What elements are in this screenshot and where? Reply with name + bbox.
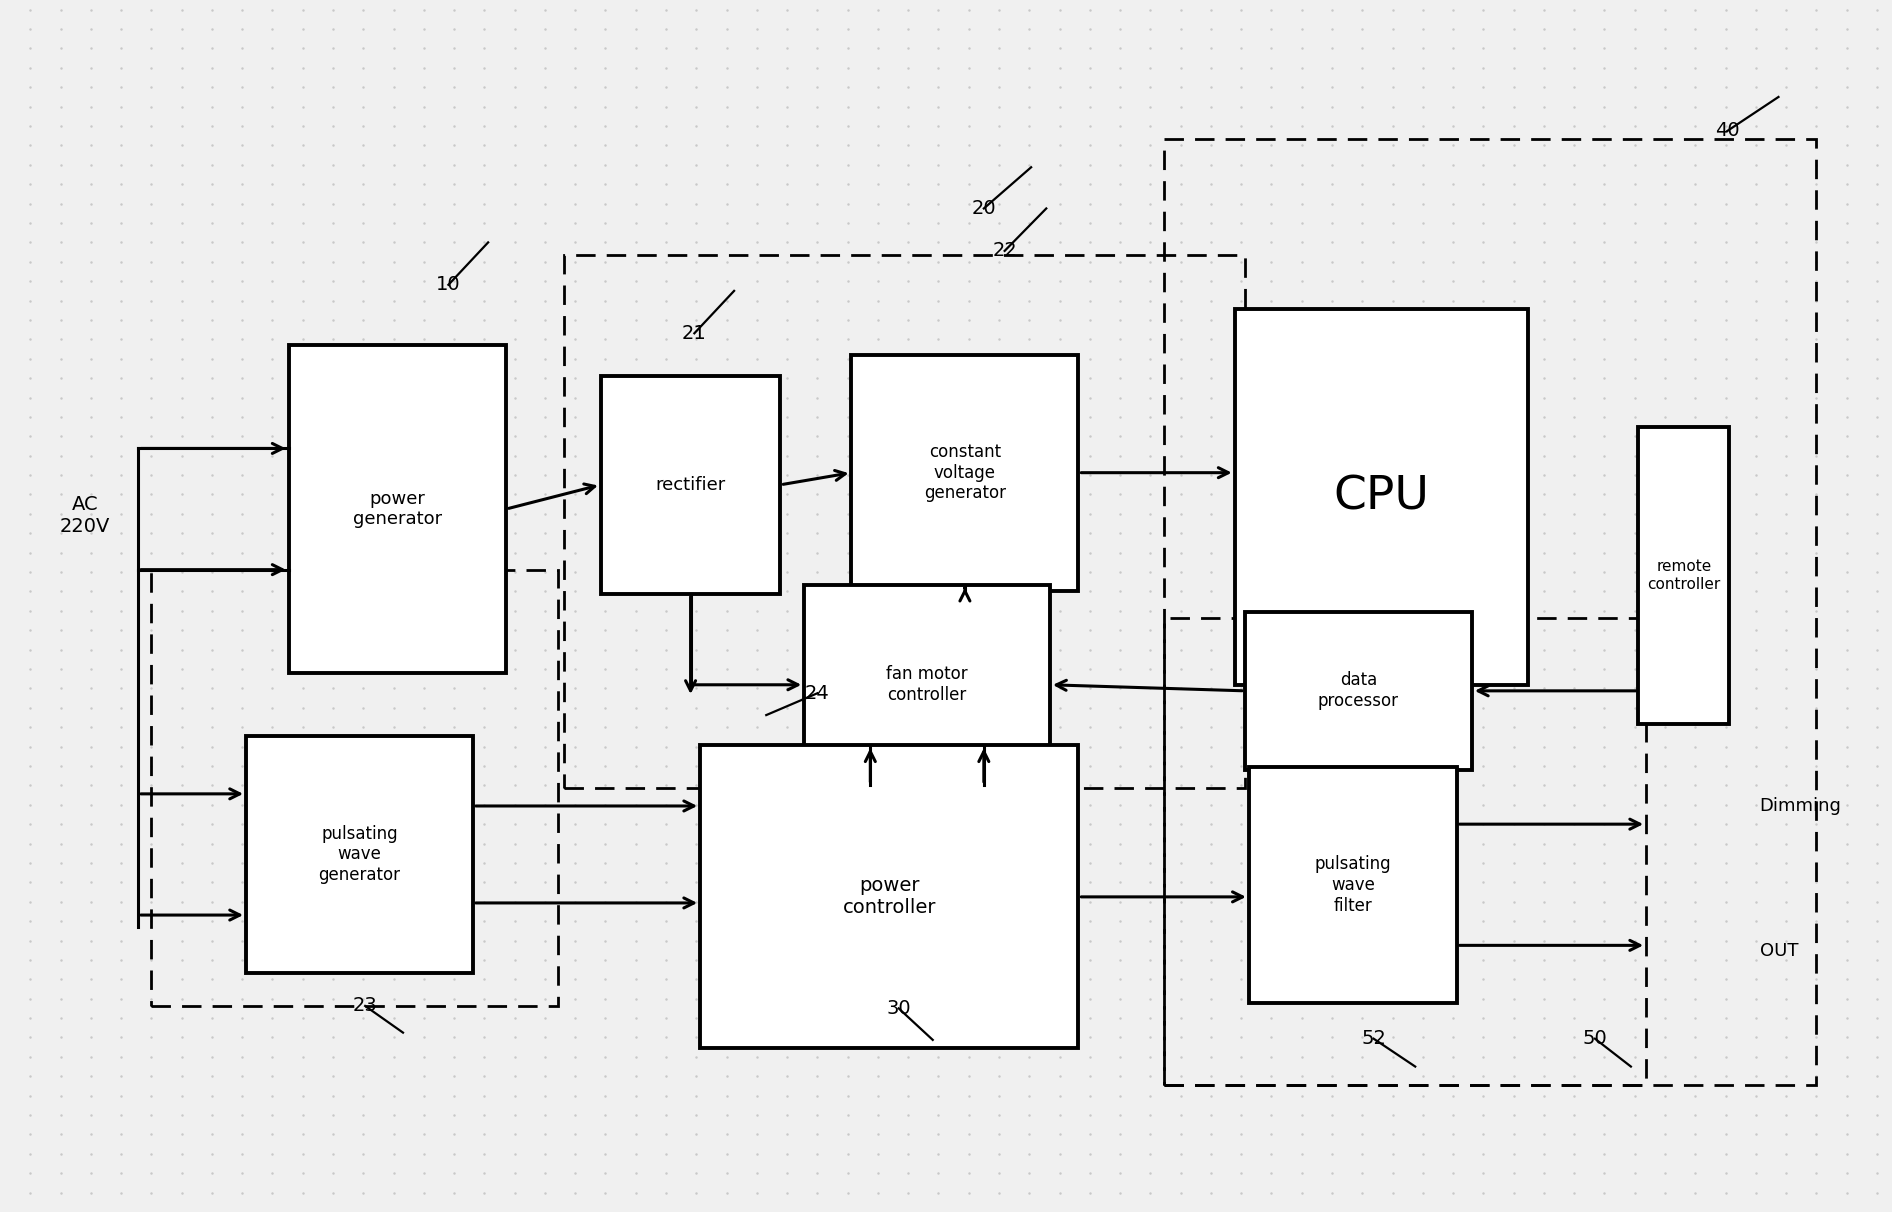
Text: 21: 21 [681, 324, 708, 343]
Text: CPU: CPU [1334, 474, 1428, 520]
Text: power
controller: power controller [842, 876, 937, 917]
Bar [1164, 618, 1646, 1085]
Text: 40: 40 [1714, 121, 1741, 141]
Bar [564, 255, 1245, 788]
Text: 20: 20 [971, 199, 997, 218]
Text: pulsating
wave
generator: pulsating wave generator [318, 824, 401, 885]
Text: 24: 24 [804, 684, 831, 703]
Text: 10: 10 [435, 275, 462, 295]
Text: 52: 52 [1360, 1029, 1387, 1048]
Bar [851, 354, 1078, 591]
Text: data
processor: data processor [1319, 671, 1398, 710]
Bar [151, 570, 558, 1006]
Bar [1234, 309, 1529, 685]
Bar [804, 585, 1050, 785]
Text: pulsating
wave
filter: pulsating wave filter [1315, 854, 1391, 915]
Bar [600, 376, 780, 594]
Bar [246, 737, 473, 972]
Bar [1638, 428, 1729, 724]
Text: 50: 50 [1582, 1029, 1608, 1048]
Text: constant
voltage
generator: constant voltage generator [923, 442, 1007, 503]
Bar [1164, 139, 1816, 1085]
Text: remote
controller: remote controller [1648, 560, 1720, 591]
Text: power
generator: power generator [352, 490, 443, 528]
Bar [288, 345, 507, 673]
Bar [1249, 766, 1457, 1004]
Text: OUT: OUT [1760, 943, 1797, 960]
Text: fan motor
controller: fan motor controller [885, 665, 969, 704]
Text: 30: 30 [885, 999, 912, 1018]
Text: AC
220V: AC 220V [61, 494, 110, 536]
Text: 23: 23 [352, 996, 378, 1016]
Text: Dimming: Dimming [1760, 797, 1841, 814]
Text: 22: 22 [991, 241, 1018, 261]
Bar [700, 745, 1078, 1048]
Text: rectifier: rectifier [655, 476, 727, 493]
Bar [1245, 612, 1472, 770]
